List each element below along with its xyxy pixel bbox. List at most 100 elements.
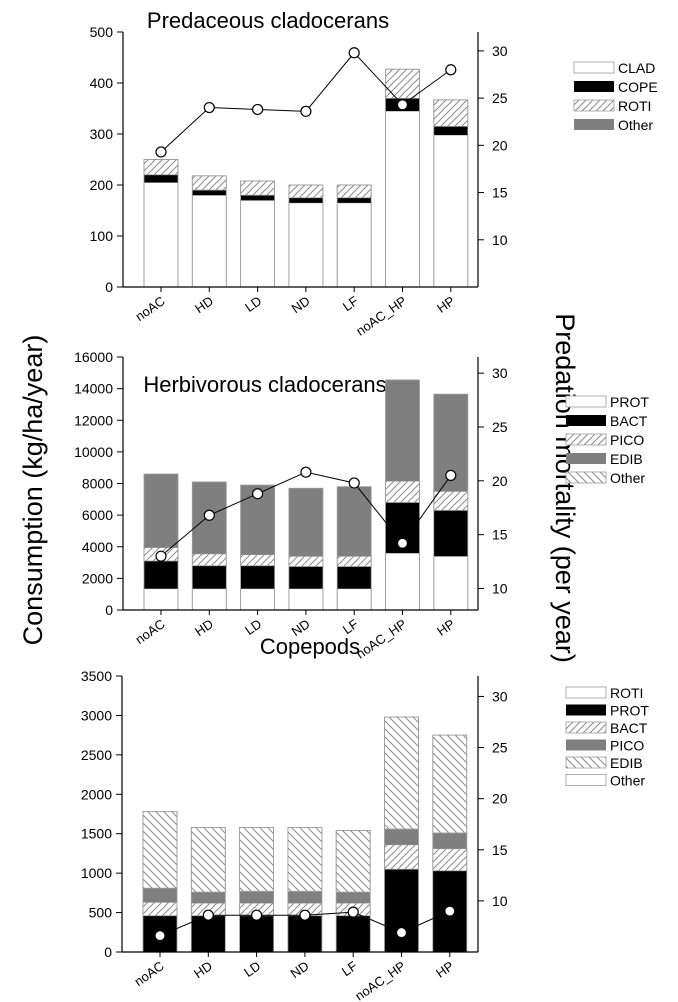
- bar-segment-prot-nd: [288, 588, 324, 611]
- bar-segment-roti-nd: [288, 184, 324, 199]
- bar-segment-cope-noac: [144, 174, 178, 183]
- bar-segment-prot-hd: [191, 915, 226, 952]
- y-tick-label: 3500: [81, 668, 112, 684]
- y-tick-label: 14000: [74, 381, 113, 397]
- bar-segment-bact-hp: [433, 510, 468, 557]
- bar-segment-pico-ld: [239, 891, 274, 904]
- bar-segment-bact-noac: [142, 901, 178, 917]
- mortality-point-noac_hp: [396, 537, 409, 549]
- y2-tick-label: 20: [492, 137, 508, 153]
- chart-title: Herbivorous cladocerans: [143, 372, 386, 397]
- bar-segment-clad-hp: [433, 134, 469, 288]
- bar-segment-roti-lf: [336, 184, 372, 199]
- legend-swatch-other: [565, 774, 607, 786]
- y2-tick-label: 30: [492, 688, 508, 704]
- bar-segment-edib-hp: [432, 734, 468, 834]
- legend-swatch-bact: [566, 415, 606, 426]
- legend-label-edib: EDIB: [610, 755, 643, 771]
- mortality-point-nd: [299, 909, 311, 921]
- bar-segment-roti-noac: [143, 159, 179, 176]
- legend-label-other: Other: [610, 470, 645, 486]
- bar-segment-bact-nd: [288, 566, 323, 589]
- y2-tick-label: 15: [492, 527, 508, 543]
- bar-segment-edib-ld: [239, 827, 275, 892]
- bar-segment-prot-noac_hp: [384, 869, 419, 952]
- bar-segment-pico-noac_hp: [384, 828, 419, 845]
- bar-segment-bact-hp: [432, 848, 468, 872]
- legend-swatch-roti: [573, 99, 615, 112]
- bar-segment-prot-lf: [336, 588, 372, 611]
- legend-label-pico: PICO: [610, 738, 644, 754]
- y-tick-label: 4000: [82, 539, 113, 555]
- bar-segment-roti-noac_hp: [385, 68, 420, 99]
- mortality-point-nd: [300, 466, 312, 478]
- bar-segment-clad-noac_hp: [385, 110, 420, 288]
- x-tick-label: ND: [289, 293, 313, 316]
- x-tick-label: noAC_HP: [353, 293, 409, 338]
- mortality-point-ld: [252, 103, 264, 116]
- mortality-point-noac: [155, 550, 167, 562]
- bar-segment-clad-nd: [288, 202, 324, 288]
- bar-segment-edib-lf: [337, 486, 372, 557]
- x-tick-label: HP: [434, 293, 457, 316]
- x-tick-label: LF: [340, 293, 361, 314]
- bar-segment-bact-ld: [240, 565, 275, 589]
- y2-tick-label: 15: [492, 842, 508, 858]
- bar-segment-roti-hd: [191, 175, 227, 191]
- legend-swatch-edib: [566, 453, 606, 464]
- bar-segment-pico-hp: [432, 832, 467, 849]
- legend-label-bact: BACT: [610, 720, 648, 736]
- y-tick-label: 300: [90, 126, 114, 142]
- bar-segment-pico-hd: [191, 553, 227, 567]
- bar-segment-pico-ld: [240, 554, 276, 567]
- legend-label-roti: ROTI: [618, 98, 651, 114]
- legend-label-bact: BACT: [610, 413, 648, 429]
- y-tick-label: 16000: [74, 349, 113, 365]
- mortality-point-hp: [445, 64, 457, 76]
- bar-segment-edib-noac: [142, 811, 178, 889]
- y-tick-label: 10000: [74, 444, 113, 460]
- x-tick-label: HP: [434, 616, 457, 639]
- legend-swatch-prot: [565, 395, 607, 408]
- x-tick-label: HD: [192, 616, 216, 639]
- bar-segment-bact-noac: [144, 560, 178, 589]
- legend-swatch-roti: [565, 686, 607, 699]
- y2-tick-label: 30: [492, 43, 508, 59]
- x-tick-label: noAC: [132, 616, 167, 647]
- y-tick-label: 500: [90, 24, 114, 40]
- legend-label-prot: PROT: [610, 394, 649, 410]
- bar-segment-prot-nd: [287, 915, 322, 952]
- y-tick-label: 200: [90, 177, 114, 193]
- bar-segment-prot-hd: [191, 588, 227, 611]
- y2-tick-label: 25: [492, 419, 508, 435]
- y2-tick-label: 15: [492, 185, 508, 201]
- bar-segment-prot-ld: [239, 915, 274, 952]
- y2-tick-label: 25: [492, 740, 508, 756]
- bar-segment-pico-lf: [336, 892, 371, 904]
- bar-segment-clad-lf: [336, 202, 372, 288]
- bar-segment-pico-noac_hp: [385, 480, 420, 503]
- x-tick-label: LD: [241, 958, 263, 980]
- legend-label-prot: PROT: [610, 703, 649, 719]
- y-tick-label: 100: [90, 228, 114, 244]
- mortality-point-hp: [444, 905, 456, 917]
- x-tick-label: noAC: [132, 293, 167, 324]
- mortality-point-hp: [445, 469, 457, 482]
- right-axis-label: Predation mortality (per year): [550, 313, 580, 663]
- y-tick-label: 6000: [82, 507, 113, 523]
- chart-title: Predaceous cladocerans: [147, 8, 389, 33]
- legend-label-other: Other: [618, 117, 653, 133]
- mortality-point-noac: [154, 930, 166, 942]
- bar-segment-pico-nd: [287, 891, 322, 904]
- y-tick-label: 500: [89, 905, 113, 921]
- y-tick-label: 12000: [74, 412, 113, 428]
- y-tick-label: 2000: [82, 570, 113, 586]
- x-tick-label: ND: [288, 958, 312, 981]
- y2-tick-label: 20: [492, 791, 508, 807]
- mortality-point-noac_hp: [396, 99, 409, 111]
- bar-segment-prot-ld: [240, 588, 276, 611]
- bar-segment-edib-noac_hp: [385, 379, 420, 482]
- y-tick-label: 0: [104, 944, 112, 960]
- mortality-point-lf: [348, 477, 360, 489]
- legend-swatch-bact: [565, 721, 607, 734]
